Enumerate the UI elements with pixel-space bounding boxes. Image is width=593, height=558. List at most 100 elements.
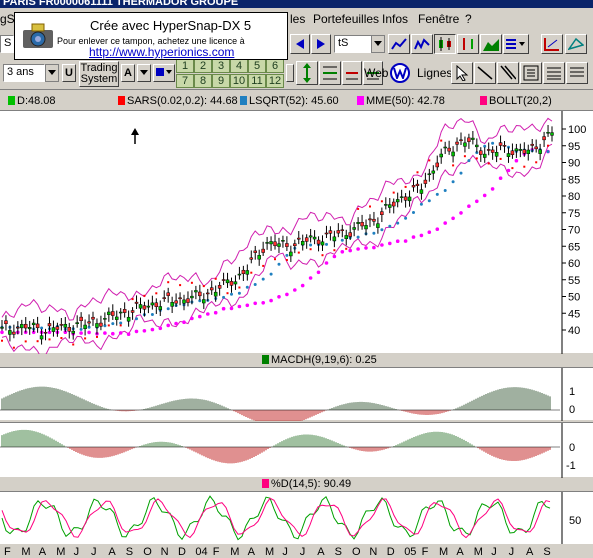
menu-item-outils[interactable]: les <box>290 12 306 26</box>
lsqrt-point <box>419 202 423 206</box>
menu-item-infos[interactable]: Infos <box>382 12 409 26</box>
hline-button[interactable] <box>342 61 362 85</box>
line-chart-button[interactable] <box>388 34 410 54</box>
sars-point <box>297 251 300 254</box>
price-chart-pane[interactable]: 100 95 90 85 80 75 70 65 60 55 50 45 40 <box>0 110 593 354</box>
chart-type-menu-button[interactable] <box>503 34 529 54</box>
horizontal-zoom-button[interactable] <box>319 61 341 85</box>
u-button[interactable]: U <box>62 64 76 82</box>
nav-forward-button[interactable] <box>311 34 331 54</box>
chevron-down-icon <box>156 68 172 76</box>
ohlc-button[interactable] <box>457 34 479 54</box>
vertical-arrows-icon <box>303 63 311 83</box>
menu-item-fenetre[interactable]: Fenêtre <box>418 12 460 26</box>
mme-point <box>237 304 242 309</box>
a-dropdown-button[interactable] <box>137 64 151 82</box>
trend-tool-button[interactable] <box>565 34 587 54</box>
web-globe-button[interactable] <box>390 63 410 83</box>
month-tick-label: M <box>473 546 483 558</box>
num-button-7[interactable]: 7 <box>176 74 194 88</box>
menu-item-portefeuilles[interactable]: Portefeuilles <box>313 12 380 26</box>
lsqrt-point <box>546 150 550 154</box>
trading-system-button[interactable]: Trading System <box>79 61 119 87</box>
mme-point <box>451 216 455 221</box>
hline-alt-button[interactable] <box>363 61 383 85</box>
chevron-down-icon <box>374 41 382 46</box>
symbol-input[interactable]: S <box>0 35 14 53</box>
sars-point <box>226 292 229 295</box>
candle-body <box>372 218 376 222</box>
sars-point <box>48 338 51 341</box>
candle-body <box>391 201 396 207</box>
fibonacci-tool-button[interactable] <box>543 62 565 84</box>
text-tool-button[interactable] <box>520 62 542 84</box>
candle-body <box>20 324 24 329</box>
candle-body <box>87 321 91 324</box>
bar-line-chart-button[interactable] <box>411 34 433 54</box>
mme-point <box>158 326 163 331</box>
sars-point <box>250 271 253 274</box>
oscillator-pane[interactable]: 0 -1 <box>0 422 593 478</box>
web-link-label[interactable]: Web <box>364 66 389 80</box>
candle-body <box>277 243 281 247</box>
sars-point <box>131 298 134 301</box>
triangle-left-icon <box>296 39 304 49</box>
candle-body <box>198 291 202 297</box>
a-button[interactable]: A <box>121 64 135 82</box>
macd-pane[interactable]: 1 0 <box>0 367 593 421</box>
num-button-9[interactable]: 9 <box>212 74 230 88</box>
menu-item-help[interactable]: ? <box>465 12 472 26</box>
candle-body <box>510 150 515 155</box>
more-tools-button[interactable] <box>566 62 588 84</box>
period-select[interactable]: 3 ans <box>3 64 45 82</box>
candle-body <box>107 311 111 315</box>
legend-lsqrt-swatch <box>240 96 247 105</box>
candle-body <box>55 326 60 330</box>
num-button-10[interactable]: 10 <box>230 74 248 88</box>
vertical-zoom-button[interactable] <box>296 61 318 85</box>
num-button-12[interactable]: 12 <box>266 74 284 88</box>
candle-body <box>67 327 72 332</box>
price-axis-label: 90 <box>568 158 580 170</box>
color-dropdown-button[interactable] <box>153 64 175 82</box>
mme-point <box>316 270 321 275</box>
candle-body <box>336 230 341 234</box>
price-axis-label: 80 <box>568 191 580 203</box>
num-button-4[interactable]: 4 <box>230 59 248 73</box>
candle-body <box>316 239 321 245</box>
month-tick-label: F <box>4 546 11 558</box>
candle-body <box>59 324 64 326</box>
price-chart: 100 95 90 85 80 75 70 65 60 55 50 45 40 <box>0 111 586 354</box>
bollinger-lower-line <box>1 143 553 354</box>
menu-item-gs[interactable]: gS <box>0 12 15 26</box>
mme-point <box>308 276 313 280</box>
num-button-3[interactable]: 3 <box>212 59 230 73</box>
symbol2-select[interactable]: tS <box>334 35 372 53</box>
parallel-tool-button[interactable] <box>497 62 519 84</box>
candle-body <box>471 137 475 140</box>
pointer-tool-button[interactable] <box>451 62 473 84</box>
legend-bollt-text: BOLLT(20,2) <box>489 95 552 107</box>
num-button-5[interactable]: 5 <box>248 59 266 73</box>
num-button-2[interactable]: 2 <box>194 59 212 73</box>
price-marks <box>0 117 554 354</box>
candle-body <box>249 257 254 260</box>
scale-tool-button[interactable] <box>541 34 563 54</box>
nav-back-button[interactable] <box>290 34 310 54</box>
candlestick-button[interactable] <box>434 34 456 54</box>
num-button-1[interactable]: 1 <box>176 59 194 73</box>
candle-body <box>51 327 56 332</box>
period-dropdown-button[interactable] <box>45 64 59 82</box>
candle-body <box>498 142 503 146</box>
symbol2-dropdown-button[interactable] <box>371 35 385 53</box>
stochastic-pane[interactable]: 50 <box>0 491 593 545</box>
lsqrt-point <box>396 221 400 225</box>
grid-toggle-button[interactable] <box>286 64 294 82</box>
num-button-11[interactable]: 11 <box>248 74 266 88</box>
watermark-link[interactable]: http://www.hyperionics.com <box>89 45 235 59</box>
line-tool-button[interactable] <box>474 62 496 84</box>
triangle-right-icon <box>317 39 325 49</box>
num-button-8[interactable]: 8 <box>194 74 212 88</box>
num-button-6[interactable]: 6 <box>266 59 284 73</box>
mountain-chart-button[interactable] <box>480 34 502 54</box>
